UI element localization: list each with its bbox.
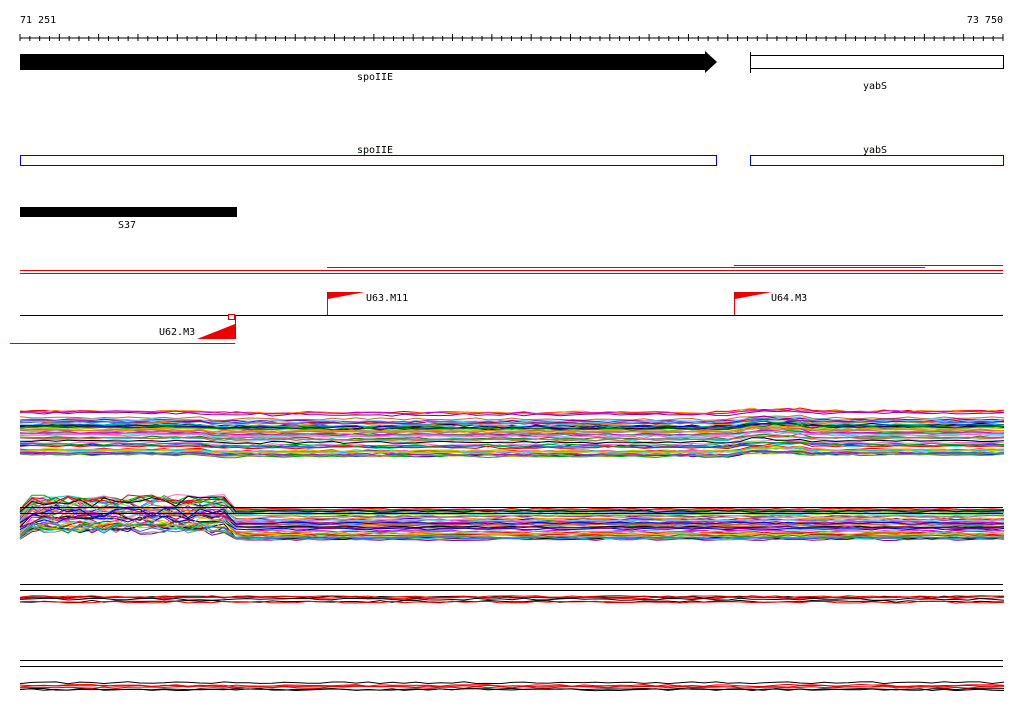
trace [19, 681, 1005, 685]
marker-flag [197, 324, 235, 339]
trace [19, 431, 1005, 439]
trace [19, 410, 1005, 417]
feature-label: S37 [118, 220, 136, 231]
trace [19, 436, 1005, 444]
marker-label: U64.M3 [771, 293, 807, 304]
trace [19, 507, 1005, 525]
trace [19, 450, 1005, 457]
trace [19, 407, 1005, 416]
trace [19, 499, 1005, 517]
trace [19, 425, 1005, 433]
trace [19, 439, 1005, 447]
trace [19, 504, 1005, 522]
ruler-end: 73 750 [967, 15, 1003, 26]
marker-tip [228, 314, 235, 320]
trace [19, 494, 1005, 512]
trace [19, 435, 1005, 442]
trace [19, 493, 1005, 511]
trace [19, 414, 1005, 422]
trace [19, 423, 1005, 431]
ruler-start: 71 251 [20, 15, 56, 26]
trace [19, 421, 1005, 430]
cds-box [750, 155, 1004, 166]
trace [19, 515, 1005, 531]
trace [19, 441, 1005, 448]
gene-arrow [20, 51, 717, 73]
cds-box [20, 155, 717, 166]
trace [19, 424, 1005, 432]
trace [19, 447, 1005, 455]
trace [19, 437, 1005, 445]
trace [19, 522, 1005, 540]
trace [19, 501, 1005, 520]
gene-label: spoIIE [357, 72, 393, 83]
trace [19, 522, 1005, 539]
cds-label: yabS [863, 145, 887, 156]
trace [19, 599, 1005, 603]
trace [19, 420, 1005, 428]
trace [19, 442, 1004, 450]
trace [19, 495, 1005, 513]
trace [19, 597, 1005, 601]
trace [19, 416, 1005, 424]
trace [19, 426, 1004, 435]
trace [19, 600, 1005, 604]
trace [19, 451, 1005, 458]
signal-traces [19, 407, 1005, 692]
marker-label: U63.M11 [366, 293, 408, 304]
cds-label: spoIIE [357, 145, 393, 156]
marker-flag [328, 292, 365, 299]
trace [19, 515, 1005, 533]
trace [19, 517, 1005, 536]
trace [19, 418, 1005, 425]
ruler-ticks [19, 34, 1004, 41]
gene-label: yabS [863, 81, 887, 92]
trace [19, 494, 1005, 511]
trace [19, 688, 1005, 692]
trace [19, 595, 1005, 599]
gene-box [750, 55, 1004, 69]
marker-label: U62.M3 [159, 327, 195, 338]
trace [19, 511, 1005, 530]
trace [19, 683, 1005, 687]
trace [19, 596, 1005, 600]
trace [19, 512, 1005, 529]
feature-bar [20, 207, 237, 217]
marker-flag [735, 292, 772, 299]
